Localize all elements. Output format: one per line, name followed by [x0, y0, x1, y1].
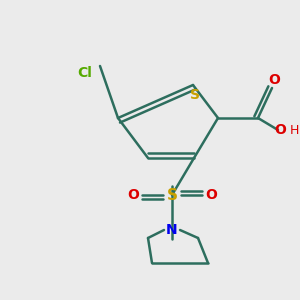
Text: H: H — [289, 124, 299, 136]
Text: Cl: Cl — [78, 66, 92, 80]
Text: S: S — [167, 188, 178, 202]
Text: O: O — [268, 73, 280, 87]
Text: O: O — [274, 123, 286, 137]
Text: S: S — [190, 88, 200, 102]
Text: N: N — [166, 223, 178, 237]
Text: O: O — [205, 188, 217, 202]
Text: O: O — [127, 188, 139, 202]
